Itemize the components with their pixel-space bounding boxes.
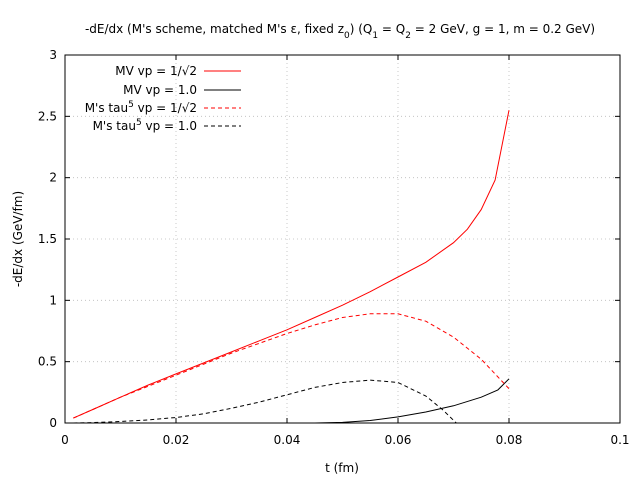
y-tick-label: 1 bbox=[49, 293, 57, 307]
legend-label: MV vp = 1/√2 bbox=[115, 64, 197, 78]
legend-label: MV vp = 1.0 bbox=[123, 83, 197, 97]
series-line bbox=[73, 379, 457, 424]
x-tick-label: 0.02 bbox=[163, 433, 190, 447]
y-tick-label: 3 bbox=[49, 48, 57, 62]
series-line bbox=[73, 313, 510, 419]
y-tick-label: 0.5 bbox=[38, 355, 57, 369]
y-tick-label: 0 bbox=[49, 416, 57, 430]
x-tick-label: 0.08 bbox=[496, 433, 523, 447]
grid bbox=[65, 55, 620, 423]
axes: 0 0.02 0.04 0.06 0.08 0.1 0 0.5 1 1.5 2 2.5 3 bbox=[38, 48, 630, 447]
series-line bbox=[73, 378, 510, 424]
y-tick-label: 1.5 bbox=[38, 232, 57, 246]
y-axis-label: -dE/dx (GeV/fm) bbox=[11, 191, 25, 287]
x-tick-label: 0 bbox=[61, 433, 69, 447]
series-group bbox=[73, 110, 510, 424]
x-tick-label: 0.04 bbox=[274, 433, 301, 447]
series-line bbox=[73, 110, 510, 419]
y-tick-label: 2 bbox=[49, 171, 57, 185]
chart-title: -dE/dx (M's scheme, matched M's ε, fixed… bbox=[85, 22, 595, 41]
legend-label: M's tau5 vp = 1/√2 bbox=[85, 100, 197, 115]
legend: MV vp = 1/√2 MV vp = 1.0 M's tau5 vp = 1/√… bbox=[85, 64, 241, 133]
legend-label: M's tau5 vp = 1.0 bbox=[93, 118, 197, 133]
x-axis-label: t (fm) bbox=[325, 461, 359, 475]
x-tick-label: 0.06 bbox=[385, 433, 412, 447]
y-tick-label: 2.5 bbox=[38, 109, 57, 123]
x-tick-label: 0.1 bbox=[610, 433, 629, 447]
